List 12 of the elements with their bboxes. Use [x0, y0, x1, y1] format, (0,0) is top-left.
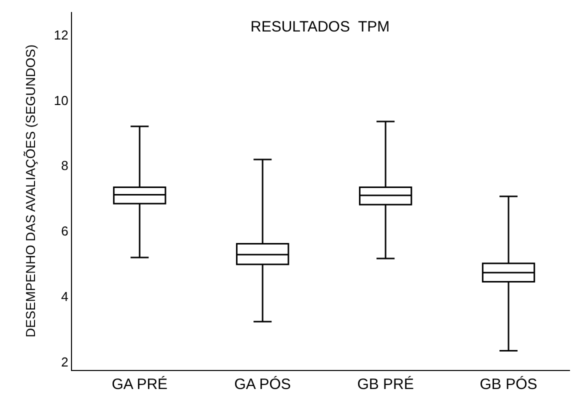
- y-tick-label: 2: [61, 354, 68, 370]
- x-tick-label: GA PÓS: [234, 375, 291, 393]
- y-tick-label: 12: [54, 27, 68, 42]
- chart-title: RESULTADOS TPM: [250, 18, 390, 36]
- x-tick-label: GA PRÉ: [112, 375, 168, 393]
- y-tick-label: 6: [61, 224, 68, 239]
- y-tick-label: 8: [61, 158, 68, 174]
- y-tick-label: 10: [54, 92, 68, 108]
- y-tick-label: 4: [61, 288, 68, 304]
- y-axis-title: DESEMPENHO DAS AVALIAÇÕES (SEGUNDOS): [22, 44, 38, 338]
- x-tick-label: GB PÓS: [480, 375, 538, 393]
- x-tick-label: GB PRÉ: [357, 375, 414, 393]
